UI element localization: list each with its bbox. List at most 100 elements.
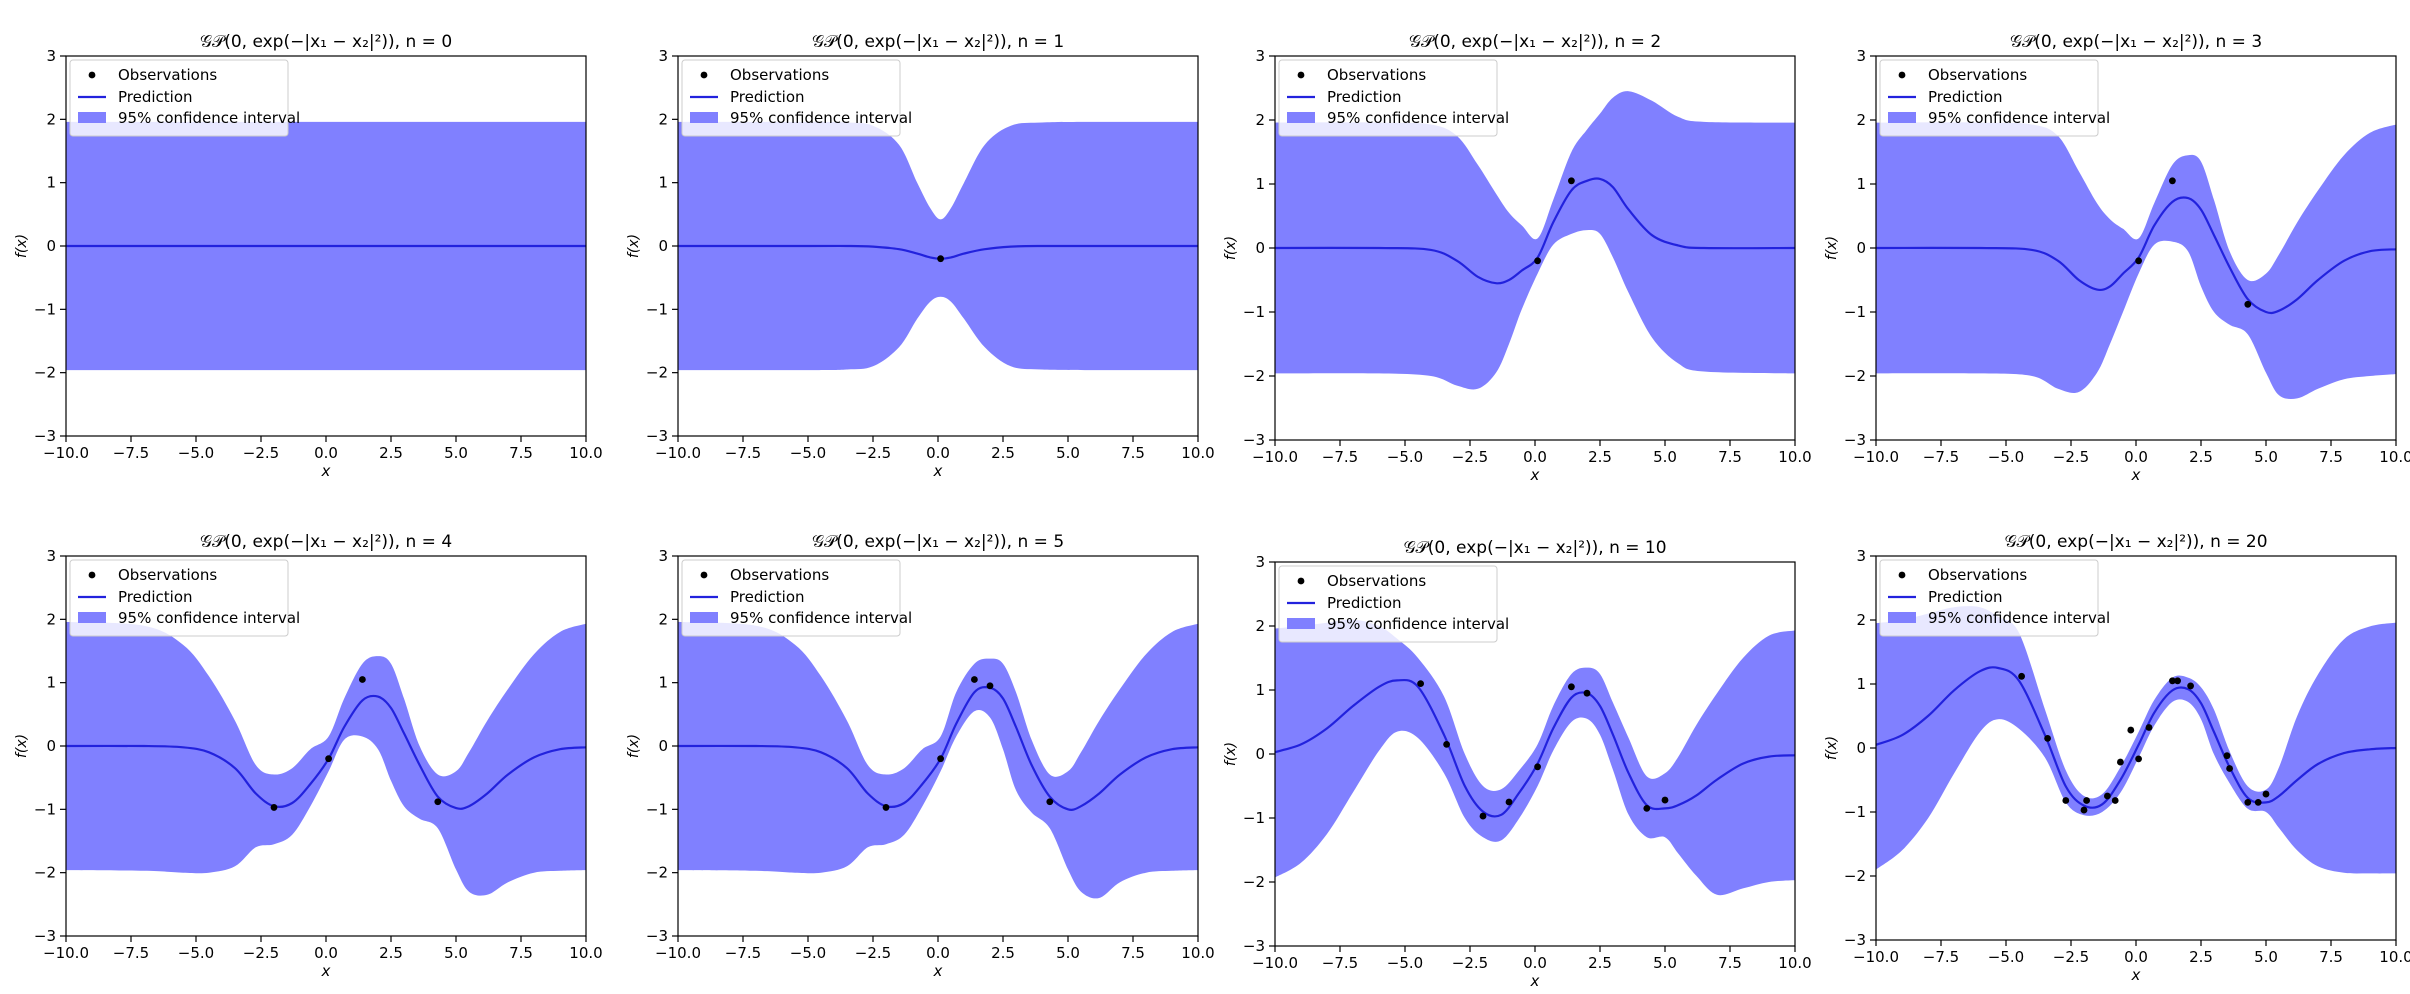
y-tick-label: −3 — [646, 927, 668, 945]
legend-box — [1879, 59, 2099, 137]
legend-label: Observations — [1928, 66, 2027, 84]
x-tick-label: 2.5 — [379, 944, 403, 962]
y-tick-label: 2 — [658, 610, 668, 628]
x-axis-label: x — [2131, 466, 2141, 484]
observation-point — [1417, 680, 1424, 687]
legend-observation-marker — [700, 571, 708, 579]
legend-observation-marker — [1297, 71, 1305, 79]
gp-panel-2: −10.0 −7.5 −5.0 −2.5 0.0 2.5 5.0 7.5 10.0 −3 −2 −1 0… — [626, 32, 1215, 480]
observation-point — [359, 676, 366, 683]
legend-label: 95% confidence interval — [118, 609, 300, 627]
observation-point — [2135, 755, 2143, 763]
observation-point — [1534, 257, 1541, 265]
observation-point — [2174, 677, 2182, 685]
observation-point — [1583, 689, 1591, 697]
x-tick-label: −7.5 — [1322, 448, 1358, 466]
y-tick-label: −1 — [1243, 303, 1265, 321]
x-tick-label: 7.5 — [1121, 944, 1145, 962]
x-tick-label: −5.0 — [1988, 448, 2024, 466]
y-tick-label: 2 — [1255, 111, 1265, 129]
x-tick-label: 10.0 — [1181, 444, 1214, 462]
observation-point — [2104, 792, 2111, 800]
legend: Observations Prediction 95% confidence int… — [1879, 559, 2110, 637]
observation-point — [2254, 799, 2262, 806]
legend-box — [1278, 565, 1498, 643]
y-tick-label: 3 — [1856, 47, 1866, 65]
x-tick-label: 0.0 — [314, 444, 338, 462]
x-tick-label: −10.0 — [655, 444, 701, 462]
legend-box — [681, 59, 901, 137]
legend-box — [1278, 59, 1498, 137]
x-tick-label: −5.0 — [178, 944, 214, 962]
x-tick-label: −10.0 — [1252, 954, 1298, 972]
legend-ci-patch — [1888, 112, 1916, 123]
y-tick-label: 0 — [1856, 239, 1866, 257]
y-axis-label: f(x) — [1824, 236, 1840, 260]
y-tick-label: 2 — [46, 110, 56, 128]
y-tick-label: −1 — [34, 300, 56, 318]
x-tick-label: 7.5 — [1718, 448, 1742, 466]
y-axis-label: f(x) — [1824, 736, 1840, 760]
legend-label: Observations — [1327, 572, 1426, 590]
legend: Observations Prediction 95% confidence int… — [681, 59, 912, 137]
observation-point — [986, 682, 994, 690]
y-tick-label: −2 — [1844, 867, 1866, 885]
observation-point — [1568, 683, 1575, 691]
panel-title: 𝒢𝒫(0, exp(−|x₁ − x₂|²)), n = 0 — [200, 32, 452, 52]
observation-point — [937, 755, 944, 763]
x-tick-label: 0.0 — [2124, 448, 2148, 466]
legend-label: 95% confidence interval — [1327, 615, 1509, 633]
y-tick-label: −2 — [646, 364, 668, 382]
x-axis-label: x — [1530, 972, 1540, 990]
x-axis-label: x — [933, 462, 943, 480]
legend-label: 95% confidence interval — [118, 109, 300, 127]
legend-label: 95% confidence interval — [730, 609, 912, 627]
observation-point — [2145, 724, 2153, 731]
gp-panel-7: −10.0 −7.5 −5.0 −2.5 0.0 2.5 5.0 7.5 10.0 −3 −2 −1 0… — [1223, 538, 1812, 990]
y-tick-label: 0 — [658, 237, 668, 255]
y-tick-label: 1 — [1856, 175, 1866, 193]
observation-point — [2169, 177, 2176, 185]
y-tick-label: −2 — [646, 864, 668, 882]
y-tick-label: 3 — [658, 47, 668, 65]
panel-title: 𝒢𝒫(0, exp(−|x₁ − x₂|²)), n = 4 — [200, 532, 452, 552]
x-tick-label: 2.5 — [1588, 448, 1612, 466]
y-tick-label: 3 — [46, 47, 56, 65]
confidence-band — [1275, 619, 1795, 896]
y-axis-label: f(x) — [1223, 236, 1239, 260]
x-tick-label: 10.0 — [569, 444, 602, 462]
legend-label: Observations — [730, 566, 829, 584]
y-axis-label: f(x) — [14, 734, 30, 758]
x-tick-label: 0.0 — [1523, 954, 1547, 972]
observation-point — [2244, 300, 2252, 308]
x-tick-label: 2.5 — [1588, 954, 1612, 972]
observation-point — [937, 255, 944, 263]
gp-panel-6: −10.0 −7.5 −5.0 −2.5 0.0 2.5 5.0 7.5 10.0 −3 −2 −1 0… — [626, 532, 1215, 980]
y-tick-label: −1 — [34, 800, 56, 818]
x-tick-label: 10.0 — [1181, 944, 1214, 962]
y-tick-label: 2 — [1856, 611, 1866, 629]
x-axis-label: x — [933, 962, 943, 980]
y-tick-label: 3 — [1255, 47, 1265, 65]
y-tick-label: 3 — [1255, 553, 1265, 571]
legend-box — [69, 559, 289, 637]
x-axis-label: x — [321, 462, 331, 480]
legend-ci-patch — [78, 112, 106, 123]
legend-ci-patch — [690, 612, 718, 623]
observation-point — [2223, 752, 2231, 760]
y-tick-label: −3 — [1844, 931, 1866, 949]
x-axis-label: x — [321, 962, 331, 980]
legend: Observations Prediction 95% confidence int… — [1278, 59, 1509, 137]
legend-box — [69, 59, 289, 137]
y-tick-label: 2 — [1255, 617, 1265, 635]
observation-point — [1479, 812, 1487, 820]
x-axis-label: x — [1530, 466, 1540, 484]
observation-point — [1505, 798, 1513, 806]
x-tick-label: 7.5 — [1718, 954, 1742, 972]
y-tick-label: 1 — [1255, 175, 1265, 193]
legend: Observations Prediction 95% confidence int… — [69, 59, 300, 137]
legend-ci-patch — [1888, 612, 1916, 623]
x-tick-label: −10.0 — [43, 444, 89, 462]
observation-point — [1643, 805, 1651, 812]
y-tick-label: 0 — [1255, 745, 1265, 763]
